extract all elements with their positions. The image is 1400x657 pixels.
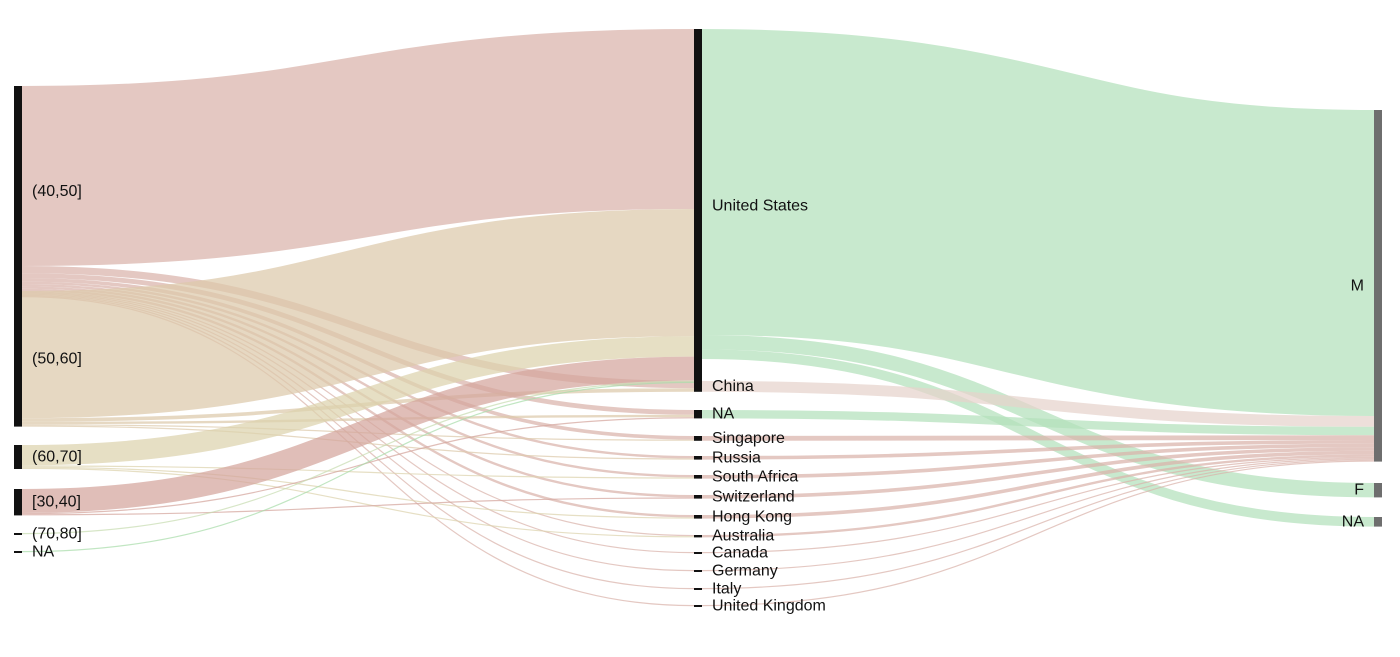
link-a6070-to-hongkong <box>21 466 695 519</box>
node-label-singapore: Singapore <box>712 430 785 447</box>
node-label-a7080: (70,80] <box>32 526 82 543</box>
link-cNA-to-M <box>701 410 1375 436</box>
link-a5060-to-us <box>21 209 695 419</box>
node-switzerland <box>694 495 702 499</box>
node-label-australia: Australia <box>712 528 774 545</box>
link-germany-to-M <box>701 458 1375 572</box>
node-label-a4050: (40,50] <box>32 183 82 200</box>
link-a6070-to-us <box>21 336 695 466</box>
node-a3040 <box>14 489 22 516</box>
node-canada <box>694 552 702 554</box>
node-label-a6070: (60,70] <box>32 449 82 466</box>
sankey-labels: (40,50](50,60](60,70][30,40](70,80]NAUni… <box>32 183 1364 614</box>
node-label-china: China <box>712 378 754 395</box>
node-cNA <box>694 410 702 419</box>
node-label-italy: Italy <box>712 581 741 598</box>
link-australia-to-M <box>701 454 1375 538</box>
node-label-germany: Germany <box>712 563 778 580</box>
link-a7080-to-us <box>21 380 695 535</box>
node-label-a5060: (50,60] <box>32 350 82 367</box>
link-aNA-to-us <box>21 381 695 553</box>
node-a7080 <box>14 533 22 535</box>
sankey-nodes <box>14 29 1382 607</box>
node-hongkong <box>694 515 702 519</box>
node-label-hongkong: Hong Kong <box>712 508 792 525</box>
node-label-switzerland: Switzerland <box>712 488 795 505</box>
node-germany <box>694 570 702 572</box>
link-switzerland-to-M <box>701 447 1375 499</box>
link-a3040-to-us <box>21 356 695 513</box>
node-label-M: M <box>1351 277 1364 294</box>
node-label-russia: Russia <box>712 449 761 466</box>
link-italy-to-M <box>701 459 1375 590</box>
link-a3040-to-switzerland <box>21 497 695 516</box>
node-singapore <box>694 436 702 441</box>
link-china-to-M <box>701 381 1375 427</box>
link-us-to-M <box>701 29 1375 416</box>
node-label-F: F <box>1354 482 1364 499</box>
link-us-to-F <box>701 335 1375 498</box>
link-hongkong-to-M <box>701 450 1375 519</box>
node-uk <box>694 605 702 607</box>
node-southafrica <box>694 475 702 479</box>
node-label-us: United States <box>712 198 808 215</box>
node-label-southafrica: South Africa <box>712 468 798 485</box>
link-a5060-to-cNA <box>21 414 695 425</box>
link-a4050-to-us <box>21 29 695 266</box>
node-label-uk: United Kingdom <box>712 598 826 615</box>
node-a6070 <box>14 445 22 469</box>
link-uk-to-M <box>701 460 1375 607</box>
node-label-gNA: NA <box>1342 513 1365 530</box>
node-us <box>694 29 702 383</box>
node-label-canada: Canada <box>712 545 768 562</box>
link-a6070-to-southafrica <box>21 465 695 479</box>
node-M <box>1374 110 1382 462</box>
link-a6070-to-australia <box>21 467 695 538</box>
node-russia <box>694 456 702 460</box>
node-label-aNA: NA <box>32 544 55 561</box>
node-china <box>694 381 702 392</box>
link-canada-to-M <box>701 456 1375 554</box>
node-italy <box>694 588 702 590</box>
node-F <box>1374 483 1382 498</box>
link-singapore-to-M <box>701 435 1375 441</box>
link-russia-to-M <box>701 440 1375 460</box>
node-a5060 <box>14 291 22 427</box>
node-australia <box>694 535 702 538</box>
node-gNA <box>1374 517 1382 527</box>
link-southafrica-to-M <box>701 443 1375 479</box>
link-a3040-to-cNA <box>21 417 695 515</box>
node-label-a3040: [30,40] <box>32 494 81 511</box>
node-label-cNA: NA <box>712 406 735 423</box>
node-aNA <box>14 551 22 553</box>
sankey-links <box>21 29 1375 607</box>
node-a4050 <box>14 86 22 298</box>
